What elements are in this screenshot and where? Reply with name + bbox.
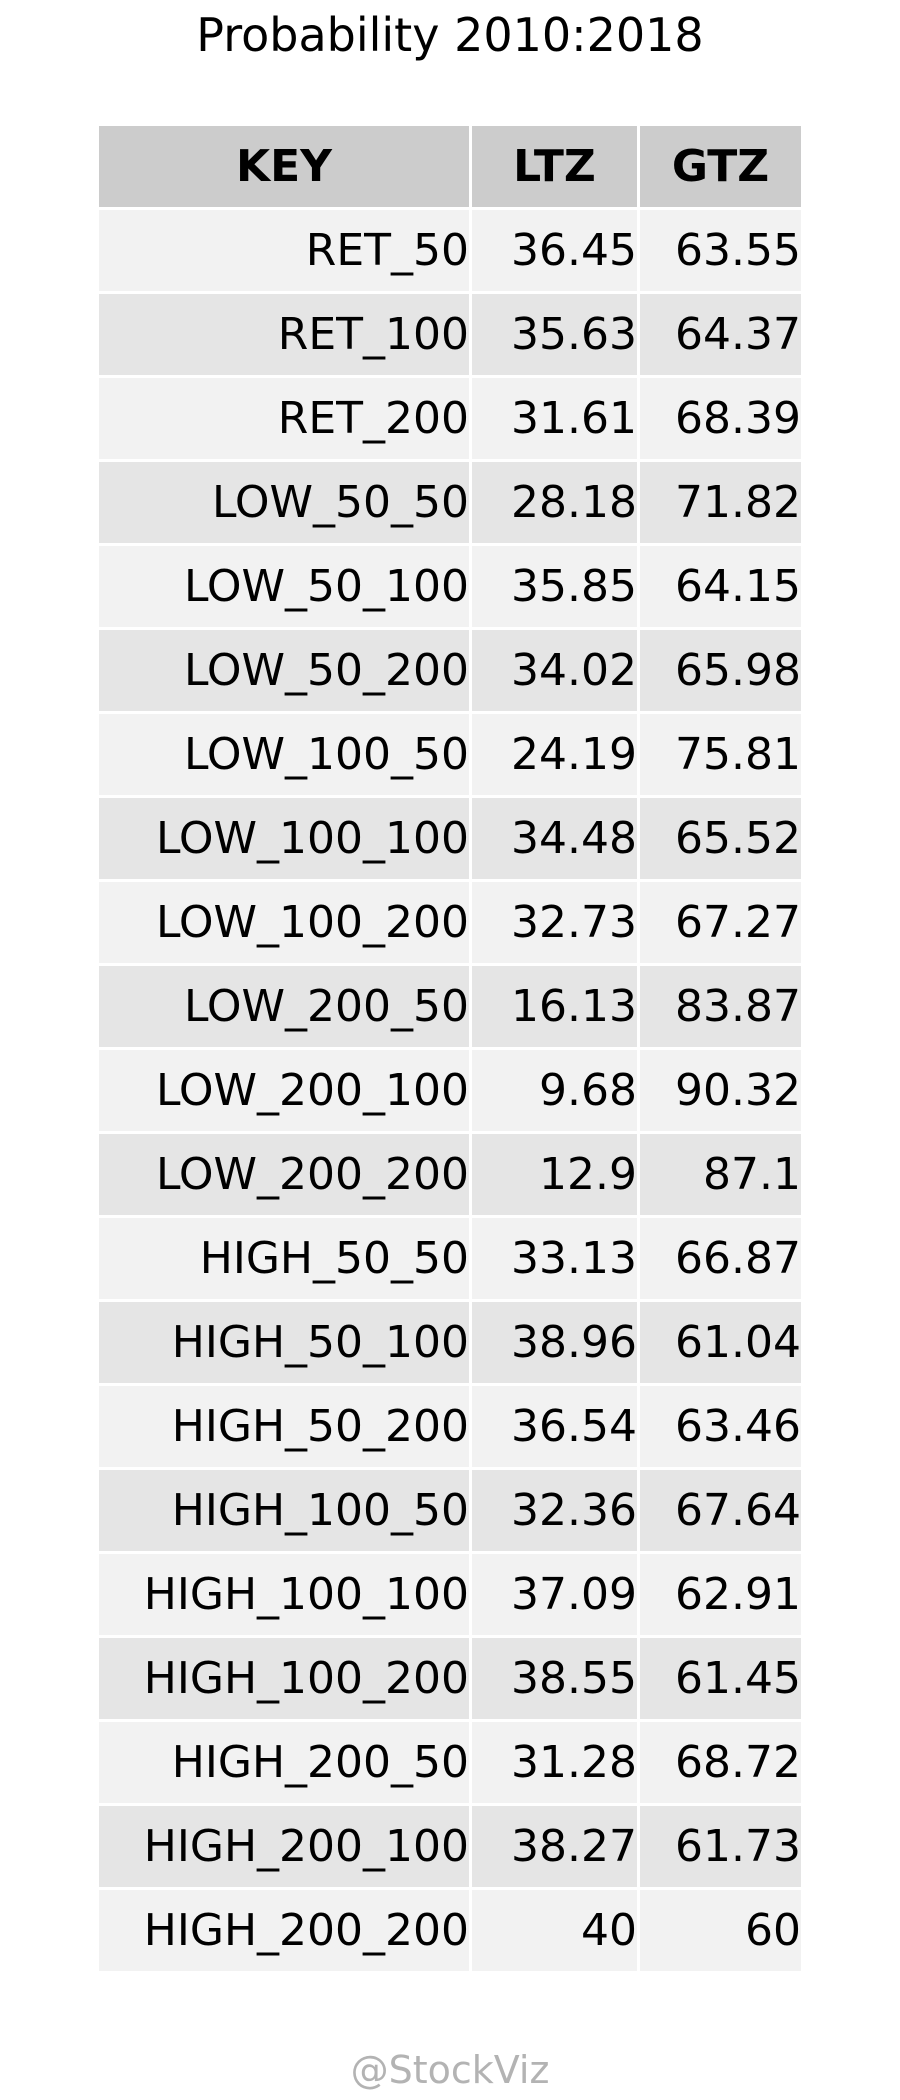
key-cell: LOW_200_100 (99, 1050, 472, 1134)
gtz-cell: 61.73 (640, 1806, 801, 1890)
gtz-cell: 61.45 (640, 1638, 801, 1722)
gtz-cell: 65.52 (640, 798, 801, 882)
key-cell: LOW_50_50 (99, 462, 472, 546)
gtz-cell: 83.87 (640, 966, 801, 1050)
key-cell: HIGH_50_50 (99, 1218, 472, 1302)
ltz-cell: 38.27 (472, 1806, 640, 1890)
gtz-cell: 61.04 (640, 1302, 801, 1386)
ltz-cell: 31.28 (472, 1722, 640, 1806)
table-row: HIGH_50_200 36.54 63.46 (99, 1386, 801, 1470)
gtz-cell: 67.64 (640, 1470, 801, 1554)
key-cell: LOW_200_200 (99, 1134, 472, 1218)
key-cell: LOW_50_100 (99, 546, 472, 630)
ltz-cell: 34.48 (472, 798, 640, 882)
ltz-cell: 36.54 (472, 1386, 640, 1470)
table-row: HIGH_200_100 38.27 61.73 (99, 1806, 801, 1890)
key-cell: HIGH_50_100 (99, 1302, 472, 1386)
key-cell: HIGH_50_200 (99, 1386, 472, 1470)
column-header-gtz: GTZ (640, 126, 801, 210)
table-body: RET_50 36.45 63.55 RET_100 35.63 64.37 RET_200… (99, 210, 801, 1974)
table-row: HIGH_100_50 32.36 67.64 (99, 1470, 801, 1554)
gtz-cell: 66.87 (640, 1218, 801, 1302)
ltz-cell: 32.73 (472, 882, 640, 966)
key-cell: HIGH_100_100 (99, 1554, 472, 1638)
gtz-cell: 87.1 (640, 1134, 801, 1218)
column-header-key: KEY (99, 126, 472, 210)
key-cell: HIGH_100_50 (99, 1470, 472, 1554)
chart-title: Probability 2010:2018 (196, 8, 704, 62)
ltz-cell: 9.68 (472, 1050, 640, 1134)
ltz-cell: 16.13 (472, 966, 640, 1050)
table-row: HIGH_50_100 38.96 61.04 (99, 1302, 801, 1386)
key-cell: HIGH_200_100 (99, 1806, 472, 1890)
table-row: HIGH_200_200 40 60 (99, 1890, 801, 1974)
column-header-ltz: LTZ (472, 126, 640, 210)
gtz-cell: 64.15 (640, 546, 801, 630)
ltz-cell: 40 (472, 1890, 640, 1974)
watermark: @StockViz (350, 2048, 550, 2092)
gtz-cell: 68.72 (640, 1722, 801, 1806)
ltz-cell: 31.61 (472, 378, 640, 462)
ltz-cell: 38.55 (472, 1638, 640, 1722)
ltz-cell: 36.45 (472, 210, 640, 294)
key-cell: LOW_200_50 (99, 966, 472, 1050)
gtz-cell: 67.27 (640, 882, 801, 966)
gtz-cell: 62.91 (640, 1554, 801, 1638)
gtz-cell: 75.81 (640, 714, 801, 798)
ltz-cell: 37.09 (472, 1554, 640, 1638)
key-cell: HIGH_200_200 (99, 1890, 472, 1974)
table-row: HIGH_100_200 38.55 61.45 (99, 1638, 801, 1722)
table-row: LOW_100_100 34.48 65.52 (99, 798, 801, 882)
table-row: LOW_50_200 34.02 65.98 (99, 630, 801, 714)
ltz-cell: 28.18 (472, 462, 640, 546)
table-row: LOW_50_50 28.18 71.82 (99, 462, 801, 546)
gtz-cell: 68.39 (640, 378, 801, 462)
probability-table: KEY LTZ GTZ RET_50 36.45 63.55 RET_100 35.63… (99, 126, 801, 1974)
table-row: HIGH_50_50 33.13 66.87 (99, 1218, 801, 1302)
key-cell: RET_100 (99, 294, 472, 378)
key-cell: LOW_100_50 (99, 714, 472, 798)
ltz-cell: 35.63 (472, 294, 640, 378)
table-row: RET_100 35.63 64.37 (99, 294, 801, 378)
table-row: LOW_50_100 35.85 64.15 (99, 546, 801, 630)
table-row: HIGH_200_50 31.28 68.72 (99, 1722, 801, 1806)
gtz-cell: 64.37 (640, 294, 801, 378)
key-cell: LOW_100_200 (99, 882, 472, 966)
ltz-cell: 24.19 (472, 714, 640, 798)
gtz-cell: 90.32 (640, 1050, 801, 1134)
table-row: HIGH_100_100 37.09 62.91 (99, 1554, 801, 1638)
ltz-cell: 35.85 (472, 546, 640, 630)
key-cell: HIGH_100_200 (99, 1638, 472, 1722)
gtz-cell: 65.98 (640, 630, 801, 714)
key-cell: RET_50 (99, 210, 472, 294)
gtz-cell: 60 (640, 1890, 801, 1974)
ltz-cell: 12.9 (472, 1134, 640, 1218)
table-row: RET_50 36.45 63.55 (99, 210, 801, 294)
table-row: RET_200 31.61 68.39 (99, 378, 801, 462)
ltz-cell: 32.36 (472, 1470, 640, 1554)
header-row: KEY LTZ GTZ (99, 126, 801, 210)
key-cell: HIGH_200_50 (99, 1722, 472, 1806)
table-row: LOW_100_50 24.19 75.81 (99, 714, 801, 798)
gtz-cell: 63.46 (640, 1386, 801, 1470)
gtz-cell: 63.55 (640, 210, 801, 294)
table-row: LOW_200_200 12.9 87.1 (99, 1134, 801, 1218)
table-row: LOW_200_100 9.68 90.32 (99, 1050, 801, 1134)
gtz-cell: 71.82 (640, 462, 801, 546)
table-row: LOW_200_50 16.13 83.87 (99, 966, 801, 1050)
key-cell: LOW_100_100 (99, 798, 472, 882)
key-cell: RET_200 (99, 378, 472, 462)
ltz-cell: 38.96 (472, 1302, 640, 1386)
ltz-cell: 33.13 (472, 1218, 640, 1302)
key-cell: LOW_50_200 (99, 630, 472, 714)
ltz-cell: 34.02 (472, 630, 640, 714)
table-row: LOW_100_200 32.73 67.27 (99, 882, 801, 966)
